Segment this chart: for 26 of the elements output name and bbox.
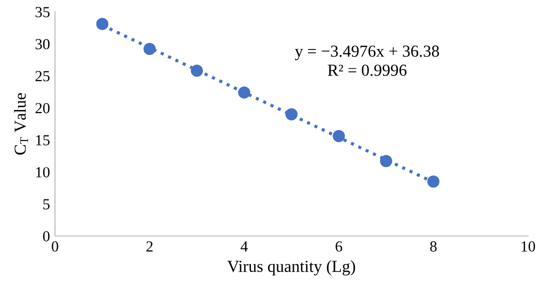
annotation: R² = 0.9996: [328, 64, 407, 76]
y-tick-label: 20: [36, 103, 50, 114]
point: [380, 154, 392, 168]
y-tick-label: 10: [36, 167, 50, 178]
x-tick-label: 0: [52, 241, 58, 252]
point: [427, 175, 440, 188]
point: [332, 130, 345, 142]
annotation: y = −3.4976x + 36.38: [294, 46, 439, 60]
point: [144, 42, 156, 56]
y-axis-title: C$_{T}$ Value: [14, 93, 28, 155]
point: [238, 86, 250, 99]
x-tick-label: 10: [522, 241, 536, 252]
y-tick-label: 15: [36, 135, 50, 146]
x-tick-label: 2: [146, 241, 153, 252]
point: [96, 18, 108, 30]
x-axis-title: Virus quantity (Lg): [227, 260, 356, 276]
x-tick-label: 6: [336, 241, 342, 252]
y-tick-label: 5: [43, 199, 50, 210]
x-tick-label: 8: [430, 241, 437, 252]
point: [190, 64, 203, 77]
y-tick-label: 35: [36, 6, 50, 18]
x-tick-label: 4: [240, 241, 248, 252]
y-tick-label: 25: [36, 71, 50, 82]
y-tick-label: 30: [36, 38, 50, 50]
point: [285, 108, 298, 120]
y-tick-label: 0: [43, 231, 50, 242]
